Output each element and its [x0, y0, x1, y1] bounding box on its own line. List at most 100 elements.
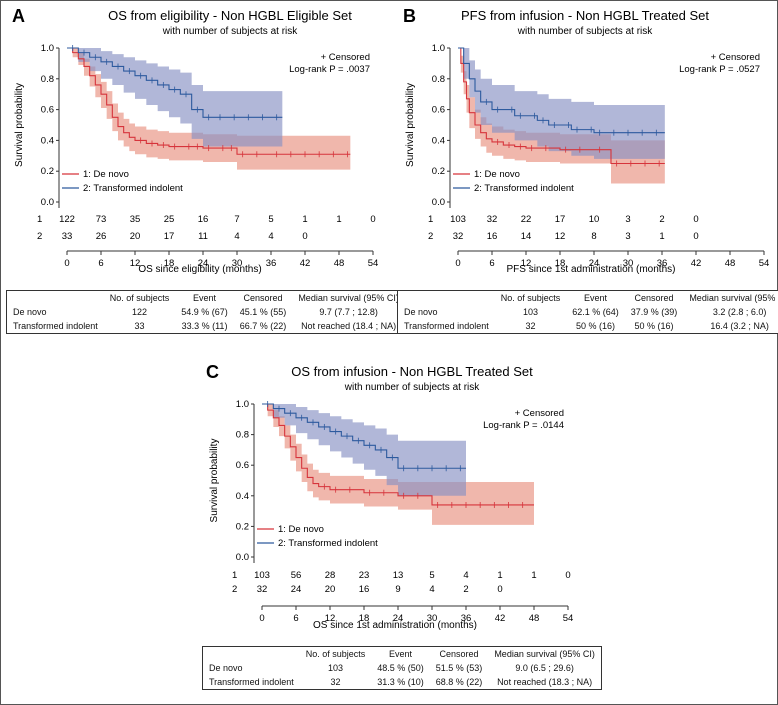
km-curve-series-2	[458, 47, 665, 134]
legend-entry: 2: Transformed indolent	[83, 183, 183, 194]
at-risk-count: 32	[453, 231, 464, 242]
table-cell: 68.8 % (22)	[435, 677, 483, 687]
y-tick-label: 1.0	[432, 43, 445, 54]
at-risk-count: 28	[325, 570, 336, 581]
panel-letter: C	[206, 362, 219, 382]
table-header-cell: No. of subjects	[500, 293, 561, 303]
y-tick-label: 0.2	[432, 166, 445, 177]
at-risk-count: 4	[234, 231, 239, 242]
at-risk-count: 13	[393, 570, 404, 581]
km-curve-series-1	[67, 47, 351, 155]
table-row: Transformed indolent 32 31.3 % (10) 68.8 % …	[203, 675, 602, 690]
x-axis-label: OS since 1st administration (months)	[313, 620, 477, 631]
at-risk-count: 10	[589, 214, 600, 225]
at-risk-group-label: 1	[37, 214, 42, 225]
censored-note: + Censored	[711, 52, 760, 63]
y-tick-label: 0.2	[41, 166, 54, 177]
table-cell: 103	[327, 663, 343, 673]
at-risk-count: 32	[257, 584, 268, 595]
x-tick-label: 30	[232, 258, 243, 269]
at-risk-count: 0	[370, 214, 375, 225]
at-risk-count: 1	[302, 214, 307, 225]
chart-title: OS from infusion - Non HGBL Treated Set	[291, 364, 533, 379]
x-tick-label: 6	[489, 258, 494, 269]
panel-letter: A	[12, 6, 25, 26]
y-tick-label: 0.0	[41, 197, 54, 208]
logrank-p-value: Log-rank P = .0144	[483, 420, 564, 431]
y-tick-label: 0.8	[432, 74, 445, 85]
table-header-cell: Median survival (95% CI)	[689, 293, 778, 303]
at-risk-count: 11	[198, 231, 208, 242]
table-header-cell: Censored	[439, 649, 479, 659]
x-tick-label: 18	[555, 258, 566, 269]
at-risk-count: 1	[497, 570, 502, 581]
at-risk-count: 25	[164, 214, 175, 225]
at-risk-count: 0	[693, 214, 698, 225]
table-cell: 9.0 (6.5 ; 29.6)	[515, 663, 574, 673]
table-cell: Transformed indolent	[404, 321, 489, 331]
y-tick-label: 0.6	[236, 460, 249, 471]
chart-subtitle: with number of subjects at risk	[162, 26, 298, 37]
at-risk-count: 9	[395, 584, 400, 595]
table-cell: 37.9 % (39)	[630, 307, 678, 317]
table-cell: 3.2 (2.8 ; 6.0)	[712, 307, 767, 317]
legend-entry: 2: Transformed indolent	[278, 538, 378, 549]
y-tick-label: 0.4	[41, 135, 54, 146]
table-cell: 32	[525, 321, 536, 331]
at-risk-count: 4	[268, 231, 273, 242]
table-cell: 50 % (16)	[634, 321, 674, 331]
table-row: Transformed indolent 32 50 % (16) 50 % (16)…	[398, 319, 778, 334]
y-axis-label: Survival probability	[405, 83, 416, 167]
at-risk-count: 73	[96, 214, 107, 225]
table-cell: 51.5 % (53)	[435, 663, 483, 673]
x-tick-label: 18	[359, 613, 370, 624]
table-cell: 33	[134, 321, 145, 331]
table-cell: 32	[330, 677, 341, 687]
x-tick-label: 54	[563, 613, 574, 624]
y-tick-label: 0.2	[236, 521, 249, 532]
table-header-cell: Event	[193, 293, 217, 303]
table-cell: 9.7 (7.7 ; 12.8)	[319, 307, 378, 317]
chart-title: PFS from infusion - Non HGBL Treated Set	[461, 8, 709, 23]
summary-table-c: No. of subjects Event Censored Median survi…	[202, 646, 602, 690]
at-risk-count: 5	[429, 570, 434, 581]
table-cell: De novo	[209, 663, 243, 673]
x-tick-label: 36	[266, 258, 277, 269]
at-risk-count: 3	[625, 214, 630, 225]
logrank-p-value: Log-rank P = .0037	[289, 64, 370, 75]
table-header-cell: Censored	[634, 293, 674, 303]
legend-entry: 1: De novo	[474, 169, 520, 180]
x-tick-label: 0	[259, 613, 264, 624]
x-tick-label: 30	[427, 613, 438, 624]
table-row: De novo 103 62.1 % (64) 37.9 % (39) 3.2 (2.8…	[398, 305, 778, 319]
km-curve-series-2	[67, 47, 283, 118]
at-risk-count: 16	[198, 214, 209, 225]
table-header-cell: Censored	[243, 293, 283, 303]
logrank-p-value: Log-rank P = .0527	[679, 64, 760, 75]
table-cell: Not reached (18.4 ; NA)	[301, 321, 397, 331]
x-tick-label: 54	[368, 258, 379, 269]
x-tick-label: 42	[691, 258, 702, 269]
y-tick-label: 0.0	[432, 197, 445, 208]
at-risk-group-label: 2	[428, 231, 433, 242]
at-risk-count: 103	[254, 570, 270, 581]
at-risk-count: 12	[555, 231, 566, 242]
at-risk-count: 24	[291, 584, 302, 595]
table-cell: 16.4 (3.2 ; NA)	[710, 321, 769, 331]
x-tick-label: 24	[393, 613, 404, 624]
x-tick-label: 48	[725, 258, 736, 269]
table-header-cell: Median survival (95% CI)	[494, 649, 595, 659]
y-axis-label: Survival probability	[209, 439, 220, 523]
at-risk-count: 3	[625, 231, 630, 242]
y-tick-label: 0.6	[432, 105, 445, 116]
table-cell: Not reached (18.3 ; NA)	[497, 677, 593, 687]
at-risk-count: 33	[62, 231, 73, 242]
at-risk-count: 103	[450, 214, 466, 225]
table-header-row: No. of subjects Event Censored Median survi…	[203, 647, 602, 662]
table-cell: 62.1 % (64)	[572, 307, 619, 317]
at-risk-count: 1	[531, 570, 536, 581]
at-risk-count: 2	[463, 584, 468, 595]
x-axis-label: PFS since 1st administration (months)	[507, 264, 676, 275]
table-header-cell: No. of subjects	[109, 293, 170, 303]
summary-table-b: No. of subjects Event Censored Median survi…	[397, 290, 778, 334]
